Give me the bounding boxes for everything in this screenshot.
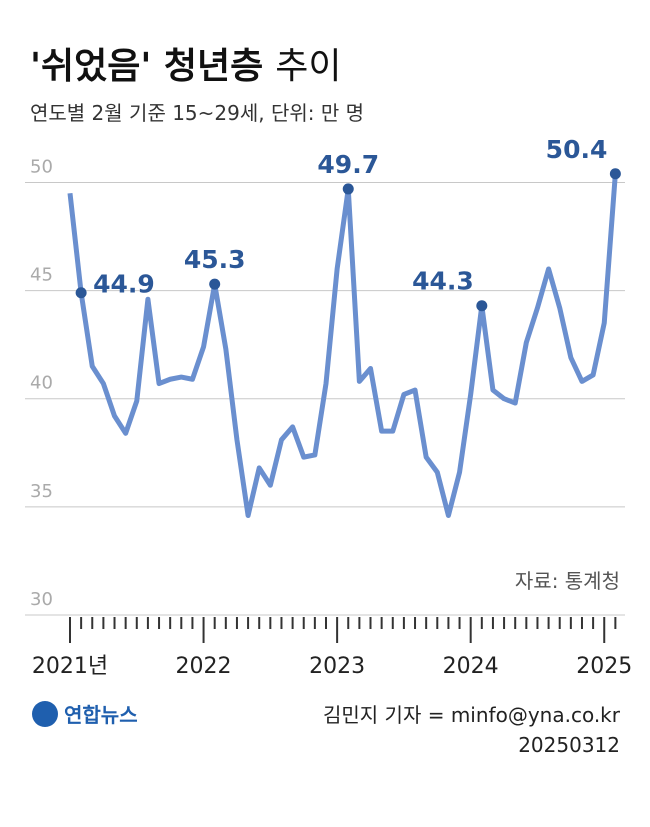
data-label: 49.7 [317, 150, 379, 179]
logo-text: 연합뉴스 [64, 703, 138, 727]
date: 20250312 [518, 733, 620, 757]
marker [609, 168, 621, 180]
marker [209, 278, 221, 290]
chart-title-light: 추이 [275, 46, 341, 87]
marker [476, 300, 488, 312]
marker [75, 287, 87, 299]
marker [342, 183, 354, 195]
line [67, 173, 618, 519]
data-label: 50.4 [546, 135, 608, 164]
x-tick-label: 2024 [443, 654, 499, 679]
data-label: 45.3 [184, 245, 246, 274]
subtitle: 연도별 2월 기준 15~29세, 단위: 만 명 [30, 101, 364, 125]
chart-title: '쉬었음' 청년층 [30, 46, 263, 87]
y-tick-label: 50 [30, 156, 53, 177]
data-label: 44.3 [412, 267, 474, 296]
y-tick-label: 30 [30, 589, 53, 610]
logo-icon [32, 701, 58, 727]
x-tick-label: 2025 [576, 654, 632, 679]
y-tick-label: 45 [30, 265, 53, 286]
x-tick-label: 2023 [309, 654, 365, 679]
credit: 김민지 기자 = minfo@yna.co.kr [323, 703, 621, 727]
y-tick-label: 35 [30, 481, 53, 502]
x-tick-label: 2021년 [32, 654, 108, 679]
y-tick-label: 40 [30, 373, 53, 394]
x-tick-label: 2022 [176, 654, 232, 679]
logo: 연합뉴스 [32, 701, 138, 727]
source: 자료: 통계청 [515, 569, 620, 593]
data-label: 44.9 [93, 270, 155, 299]
